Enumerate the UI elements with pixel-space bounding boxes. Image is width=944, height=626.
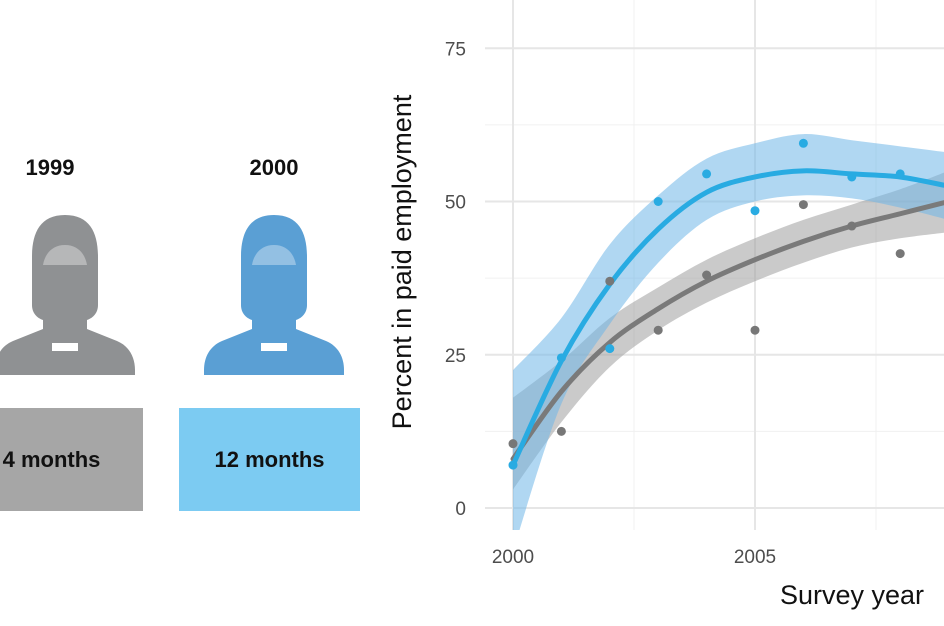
fit-lines [510,168,944,468]
y-tick-label-0: 0 [455,499,466,520]
data-point-1-4 [702,169,712,179]
data-point-0-4 [702,270,712,280]
duration-label-4-months: 4 months [2,446,101,472]
data-point-1-8 [895,169,905,179]
fit-line-1 [510,168,944,468]
y-tick-label-75: 75 [445,39,466,60]
year-label-1999: 1999 [25,155,75,180]
duration-box-4-months: 4 months [0,408,143,511]
y-axis-title: Percent in paid employment [387,94,417,429]
data-point-0-8 [895,249,905,259]
data-point-1-6 [798,138,808,148]
x-axis-title: Survey year [780,580,924,610]
confidence-bands [513,134,944,530]
data-point-0-0 [508,439,518,449]
y-tick-label-25: 25 [445,346,466,367]
data-point-0-3 [653,325,663,335]
confidence-band-1 [513,134,944,530]
data-point-1-5 [750,206,760,216]
data-points [508,138,905,470]
year-label-2000: 2000 [249,155,299,180]
person-icon-blue [204,215,344,375]
data-point-1-0 [508,460,518,470]
data-point-1-3 [653,197,663,206]
tick-labels: 0 25 50 75 2000 2005 [445,39,776,568]
chart-grid [485,0,944,530]
data-point-1-2 [605,344,615,354]
data-point-1-7 [847,172,857,182]
data-point-0-1 [556,426,566,436]
duration-label-12-months: 12 months [214,446,325,472]
x-tick-label-2000: 2000 [492,547,534,568]
data-point-0-2 [605,276,615,286]
data-point-0-5 [750,325,760,335]
data-point-0-6 [798,200,808,210]
data-point-0-7 [847,221,857,231]
duration-box-12-months: 12 months [179,408,360,511]
x-tick-label-2005: 2005 [734,547,776,568]
fit-line-0 [510,200,944,462]
y-tick-label-50: 50 [445,193,466,214]
data-point-1-1 [556,353,566,363]
person-icon-gray [0,215,135,375]
